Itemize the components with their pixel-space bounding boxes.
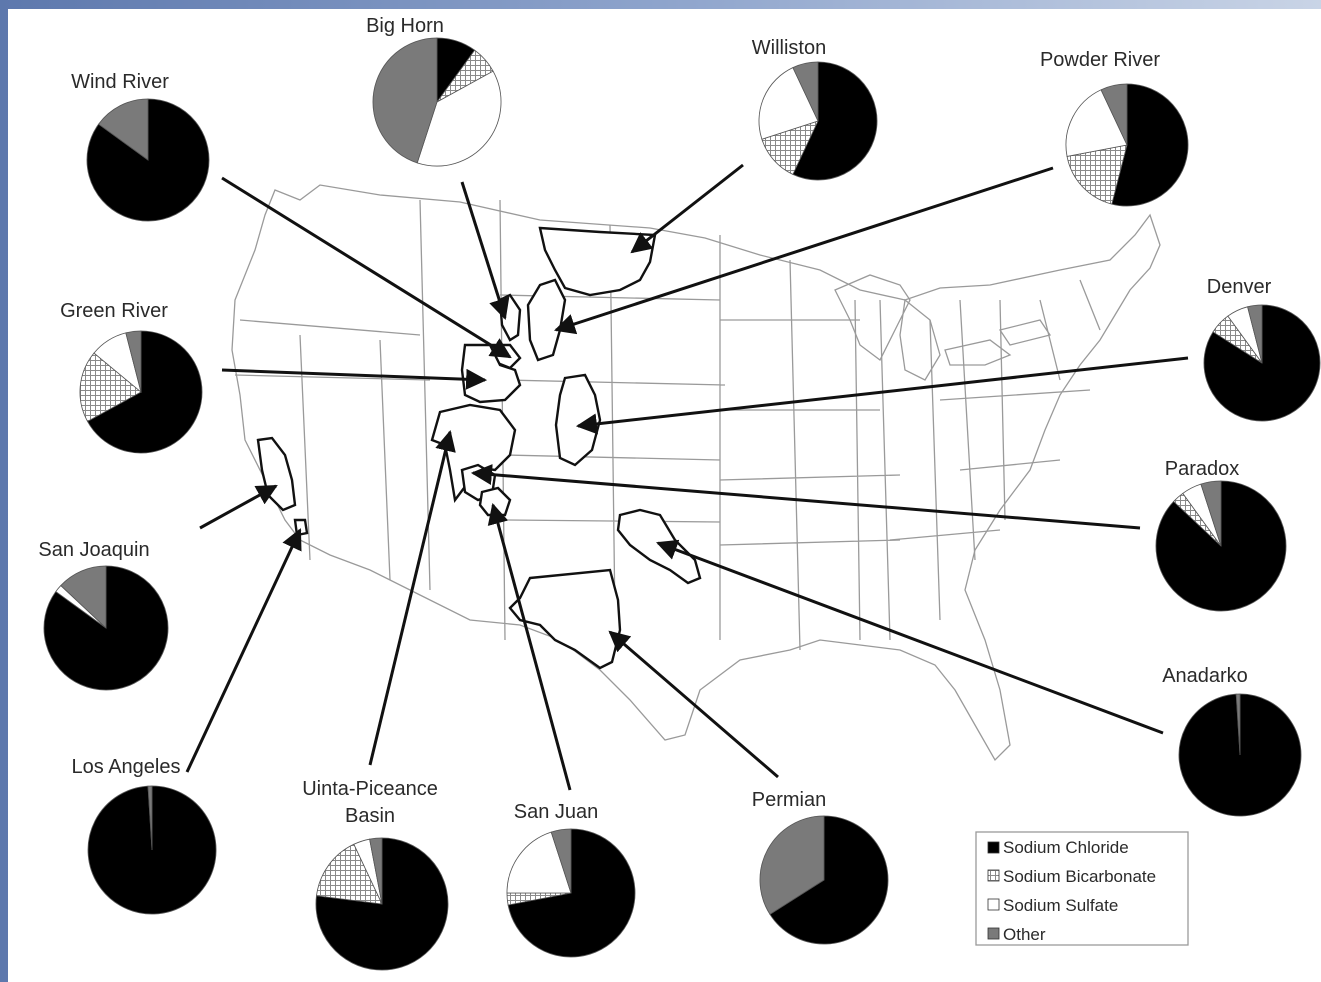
basin-label-uinta-piceance-line2: Basin [345, 805, 395, 827]
arrow-permian [608, 630, 779, 779]
permian-basin-outline [508, 568, 622, 670]
legend-swatch-sulfate [987, 898, 1000, 911]
arrow-los-angeles [185, 528, 302, 773]
legend-label-other: Other [1003, 925, 1046, 944]
basin-label-williston: Williston [752, 37, 826, 59]
legend-item-sulfate: Sodium Sulfate [987, 896, 1118, 915]
pie-slice-powder-river-sulfate [1065, 89, 1128, 157]
basin-label-green-river: Green River [60, 300, 168, 322]
legend-label-sulfate: Sodium Sulfate [1003, 896, 1118, 915]
pie-slice-los-angeles-other [147, 785, 153, 851]
pie-slice-wind-river-other [98, 98, 149, 161]
leader-arrows [185, 163, 1189, 791]
pie-slice-permian-other [759, 815, 825, 915]
san-joaquin-basin-outline [256, 436, 297, 512]
legend-swatch-chloride [987, 841, 1000, 854]
pie-permian: Permian [752, 789, 889, 945]
basin-label-san-juan: San Juan [514, 801, 599, 823]
pie-slice-anadarko-other [1235, 693, 1241, 756]
pie-uinta-piceance: Uinta-Piceance Basin [302, 778, 449, 971]
arrow-uinta-piceance [368, 429, 456, 766]
legend-item-bicarbonate: Sodium Bicarbonate [987, 867, 1156, 886]
pie-slice-san-joaquin-other [60, 565, 107, 629]
legend-item-other: Other [987, 925, 1046, 944]
basin-label-big-horn: Big Horn [366, 15, 444, 37]
basin-label-powder-river: Powder River [1040, 49, 1160, 71]
arrow-green-river [221, 368, 488, 390]
pie-slice-powder-river-bicarbonate [1066, 144, 1128, 205]
denver-basin-outline [554, 373, 602, 467]
arrow-anadarko [656, 539, 1164, 735]
pie-anadarko: Anadarko [1162, 665, 1302, 817]
pie-slice-green-river-other [125, 330, 142, 393]
pie-slice-san-juan-sulfate [506, 831, 572, 894]
arrow-paradox [470, 464, 1141, 530]
pie-denver: Denver [1203, 276, 1321, 422]
los-angeles-basin-outline [293, 518, 309, 537]
legend-swatch-other [987, 927, 1000, 940]
arrow-williston [630, 163, 744, 254]
pie-slice-williston-chloride [792, 61, 878, 181]
us-state-map [231, 184, 1161, 762]
pie-slice-san-juan-other [550, 828, 572, 894]
pie-slice-green-river-bicarbonate [79, 352, 142, 422]
pie-green-river: Green River [60, 300, 203, 454]
pie-slice-powder-river-chloride [1111, 83, 1189, 207]
legend-label-chloride: Sodium Chloride [1003, 838, 1129, 857]
pie-slice-paradox-other [1200, 480, 1222, 547]
powder-river-basin-outline [526, 278, 567, 362]
basin-label-permian: Permian [752, 789, 826, 811]
us-outline [231, 184, 1161, 762]
legend-item-chloride: Sodium Chloride [987, 838, 1129, 857]
arrow-powder-river [554, 166, 1054, 335]
basin-label-wind-river: Wind River [71, 71, 169, 93]
basin-label-anadarko: Anadarko [1162, 665, 1248, 687]
state-lines [234, 199, 1101, 651]
pie-slice-denver-other [1247, 304, 1263, 364]
pie-big-horn: Big Horn [366, 15, 502, 167]
basin-pie-charts: Wind River Big Horn Williston Powder River G… [38, 15, 1321, 971]
basin-label-uinta-piceance: Uinta-Piceance [302, 778, 438, 800]
pie-powder-river: Powder River [1040, 49, 1189, 207]
pie-wind-river: Wind River [71, 71, 210, 222]
great-lakes [834, 274, 1052, 381]
pie-slice-permian-chloride [769, 815, 889, 945]
anadarko-basin-outline [616, 508, 702, 585]
arrow-san-juan [487, 502, 572, 791]
pie-williston: Williston [752, 37, 878, 181]
pie-slice-big-horn-other [372, 37, 438, 164]
arrow-big-horn [460, 181, 510, 321]
legend-box [975, 831, 1189, 946]
pie-san-joaquin: San Joaquin [38, 539, 169, 691]
pie-slice-san-juan-chloride [507, 828, 636, 958]
pie-paradox: Paradox [1155, 458, 1287, 612]
pie-san-juan: San Juan [506, 801, 636, 958]
pie-los-angeles: Los Angeles [72, 756, 217, 915]
arrow-wind-river [221, 176, 512, 359]
big-horn-basin-outline [498, 293, 522, 342]
pie-slice-williston-other [792, 61, 819, 122]
basin-outlines [256, 226, 702, 670]
pie-slice-uinta-piceance-bicarbonate [316, 843, 383, 905]
arrow-san-joaquin [199, 484, 278, 530]
legend: Sodium Chloride Sodium Bicarbonate Sodiu… [975, 831, 1189, 946]
pie-slice-uinta-piceance-chloride [315, 837, 449, 971]
basin-label-paradox: Paradox [1165, 458, 1240, 480]
legend-label-bicarbonate: Sodium Bicarbonate [1003, 867, 1156, 886]
basin-label-denver: Denver [1207, 276, 1272, 298]
legend-swatch-bicarbonate [987, 869, 1000, 882]
pie-slice-powder-river-other [1100, 83, 1128, 146]
pie-slice-green-river-chloride [87, 330, 203, 454]
pie-slice-big-horn-sulfate [416, 70, 502, 167]
arrow-denver [575, 356, 1189, 435]
pie-slice-williston-sulfate [758, 67, 819, 140]
basin-label-los-angeles: Los Angeles [72, 756, 181, 778]
basin-label-san-joaquin: San Joaquin [38, 539, 149, 561]
pie-slice-uinta-piceance-other [369, 837, 383, 905]
